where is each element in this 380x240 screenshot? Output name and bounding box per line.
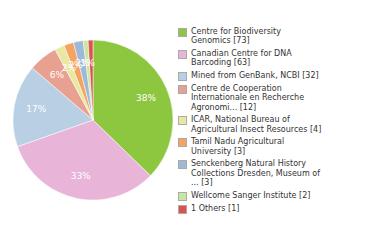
html-text:Centre for Biodiversity Genomi: Centre for Biodiversity Genomics [73] <box>191 26 281 45</box>
html-text:Tamil Nadu Agricultural Univer: Tamil Nadu Agricultural University [3] <box>191 137 285 156</box>
svg-text:6%: 6% <box>49 70 64 81</box>
svg-text:17%: 17% <box>26 104 46 114</box>
html-text:Wellcome Sanger Institute [2]: Wellcome Sanger Institute [2] <box>191 190 311 200</box>
html-text:Centre de Cooperation Internat: Centre de Cooperation Internationale en … <box>191 83 305 112</box>
html-text:Canadian Centre for DNA Barcod: Canadian Centre for DNA Barcoding [63] <box>191 48 292 67</box>
svg-text:33%: 33% <box>71 171 91 181</box>
html-text:ICAR, National Bureau of Agric: ICAR, National Bureau of Agricultural In… <box>191 115 322 134</box>
svg-text:38%: 38% <box>136 93 156 103</box>
svg-text:1%: 1% <box>81 58 96 68</box>
html-text:Mined from GenBank, NCBI [32]: Mined from GenBank, NCBI [32] <box>191 70 319 80</box>
html-text:Senckenberg Natural History Co: Senckenberg Natural History Collections … <box>191 159 320 187</box>
html-text:1 Others [1]: 1 Others [1] <box>191 203 240 213</box>
